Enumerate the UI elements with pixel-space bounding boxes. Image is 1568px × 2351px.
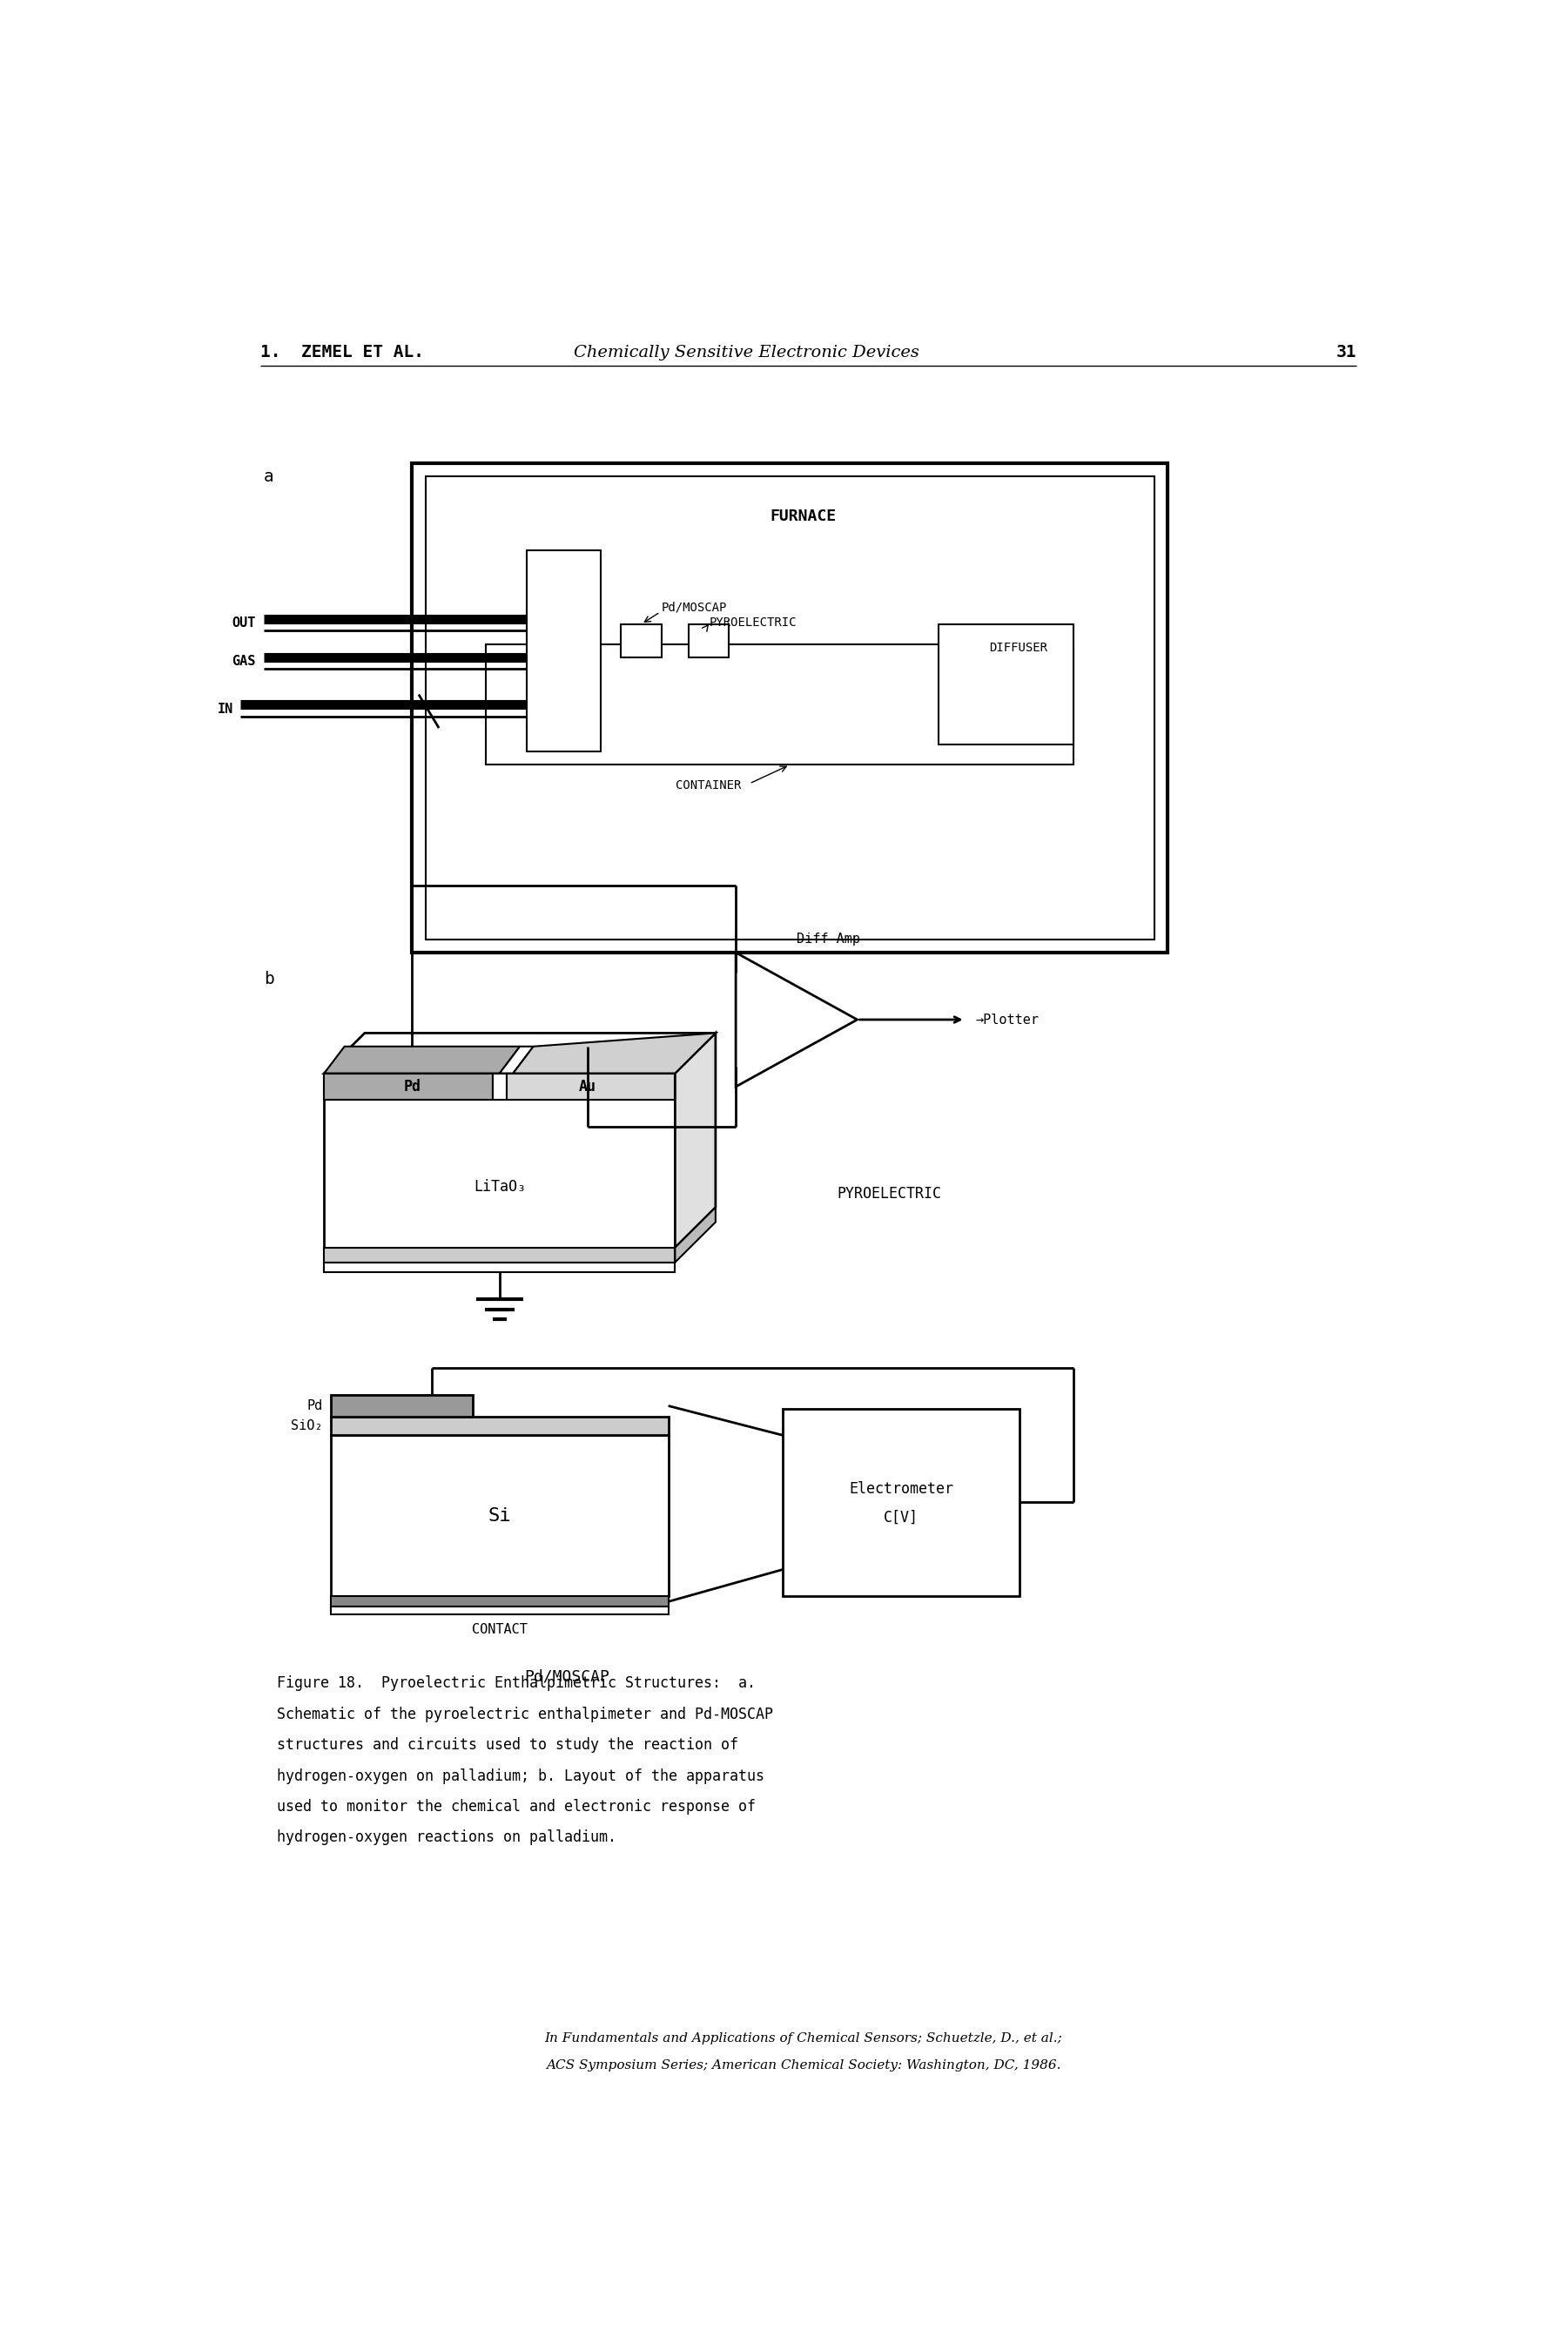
Text: structures and circuits used to study the reaction of: structures and circuits used to study th… (278, 1737, 739, 1754)
Text: hydrogen-oxygen on palladium; b. Layout of the apparatus: hydrogen-oxygen on palladium; b. Layout … (278, 1768, 765, 1784)
Bar (938, 623, 1073, 745)
Text: used to monitor the chemical and electronic response of: used to monitor the chemical and electro… (278, 1799, 756, 1815)
Polygon shape (513, 1032, 715, 1074)
Polygon shape (325, 1046, 521, 1074)
Text: C[V]: C[V] (884, 1509, 919, 1526)
Text: FURNACE: FURNACE (770, 508, 836, 524)
Bar (425, 477, 1154, 938)
Bar (331, 1394, 472, 1418)
Text: Electrometer: Electrometer (848, 1481, 953, 1498)
Polygon shape (735, 952, 858, 1086)
Text: Chemically Sensitive Electronic Devices: Chemically Sensitive Electronic Devices (574, 346, 919, 360)
Text: PYROELECTRIC: PYROELECTRIC (709, 616, 797, 628)
Bar (782, 1408, 1019, 1596)
Bar (993, 658, 1046, 717)
Text: Pd/MOSCAP: Pd/MOSCAP (662, 602, 728, 614)
Text: PYROELECTRIC: PYROELECTRIC (837, 1187, 941, 1201)
Bar (688, 623, 729, 658)
Bar (492, 1074, 506, 1100)
Bar (486, 644, 1073, 764)
Bar (527, 550, 601, 752)
Polygon shape (500, 1046, 533, 1074)
Polygon shape (676, 1032, 715, 1248)
Bar (325, 1074, 676, 1248)
Bar (325, 1248, 676, 1262)
Text: Pd: Pd (403, 1079, 420, 1096)
Bar (412, 463, 1168, 952)
Bar (621, 623, 662, 658)
Text: hydrogen-oxygen reactions on palladium.: hydrogen-oxygen reactions on palladium. (278, 1829, 616, 1846)
Text: CONTACT: CONTACT (472, 1622, 527, 1636)
Text: Au: Au (579, 1079, 596, 1096)
Polygon shape (325, 1032, 715, 1074)
Text: GAS: GAS (232, 654, 256, 668)
Polygon shape (676, 1208, 715, 1262)
Text: DIFFUSER: DIFFUSER (989, 642, 1047, 654)
Bar (325, 1074, 492, 1100)
Text: →Plotter: →Plotter (975, 1013, 1040, 1025)
Bar (325, 1262, 676, 1272)
Bar (506, 1074, 676, 1100)
Text: b: b (263, 971, 274, 987)
Text: ACS Symposium Series; American Chemical Society: Washington, DC, 1986.: ACS Symposium Series; American Chemical … (546, 2059, 1060, 2071)
Text: 31: 31 (1336, 343, 1356, 360)
Text: Pd/MOSCAP: Pd/MOSCAP (525, 1669, 610, 1686)
Bar (331, 1418, 668, 1436)
Text: CONTAINER: CONTAINER (676, 778, 742, 790)
Text: OUT: OUT (232, 616, 256, 630)
Text: a: a (263, 468, 274, 484)
Bar (331, 1606, 668, 1615)
Text: LiTaO₃: LiTaO₃ (474, 1180, 525, 1194)
Text: 1.  ZEMEL ET AL.: 1. ZEMEL ET AL. (260, 343, 423, 360)
Text: Si: Si (488, 1507, 511, 1523)
Text: Figure 18.  Pyroelectric Enthalpimetric Structures:  a.: Figure 18. Pyroelectric Enthalpimetric S… (278, 1676, 756, 1690)
Text: Schematic of the pyroelectric enthalpimeter and Pd-MOSCAP: Schematic of the pyroelectric enthalpime… (278, 1707, 773, 1721)
Bar (331, 1596, 668, 1606)
Text: In Fundamentals and Applications of Chemical Sensors; Schuetzle, D., et al.;: In Fundamentals and Applications of Chem… (544, 2034, 1062, 2045)
Text: Pd: Pd (307, 1399, 323, 1413)
Text: SiO₂: SiO₂ (292, 1420, 323, 1432)
Text: IN: IN (218, 703, 234, 715)
Text: Diff Amp: Diff Amp (797, 933, 861, 945)
Bar (331, 1436, 668, 1596)
